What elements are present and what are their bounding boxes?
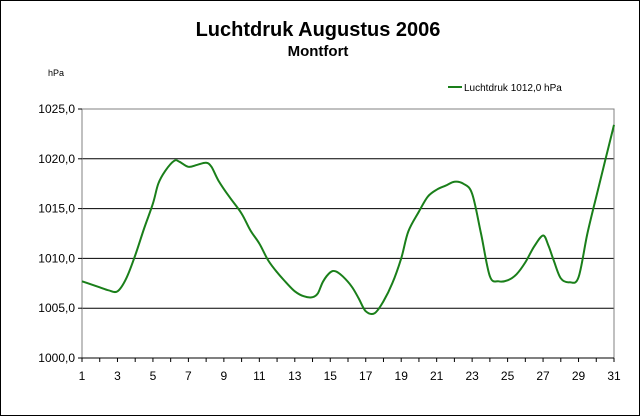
series-layer: [81, 124, 615, 315]
x-tick-label: 23: [465, 369, 479, 383]
x-tick-label: 5: [150, 369, 157, 383]
legend: Luchtdruk 1012,0 hPa: [448, 83, 562, 94]
legend-label: Luchtdruk 1012,0 hPa: [464, 83, 562, 94]
y-axis-unit-label: hPa: [48, 68, 64, 78]
x-tick-label: 21: [430, 369, 444, 383]
plot-area: [81, 108, 615, 359]
y-tick-label: 1025,0: [38, 102, 75, 116]
x-tick-label: 15: [324, 369, 338, 383]
x-tick-label: 9: [221, 369, 228, 383]
y-tick-label: 1000,0: [38, 351, 75, 365]
x-tick-label: 3: [114, 369, 121, 383]
y-tick-label: 1015,0: [38, 202, 75, 216]
x-tick-label: 17: [359, 369, 373, 383]
x-tick-label: 29: [572, 369, 586, 383]
x-tick-label: 27: [536, 369, 550, 383]
y-tick-label: 1010,0: [38, 251, 75, 265]
x-tick-label: 1: [79, 369, 86, 383]
y-tick-label: 1020,0: [38, 152, 75, 166]
x-tick-label: 31: [607, 369, 621, 383]
y-tick-label: 1005,0: [38, 301, 75, 315]
y-axis-ticks: 1000,0 1005,0 1010,0 1015,0 1020,0 1025,0: [38, 102, 82, 365]
x-axis-ticks: 1 3 5 7 9 11 13 15 17 19 21 23 25 27 29 31: [79, 357, 621, 383]
x-tick-label: 7: [185, 369, 192, 383]
x-tick-label: 11: [253, 369, 266, 383]
x-tick-label: 25: [501, 369, 515, 383]
chart-title: Luchtdruk Augustus 2006: [196, 19, 441, 41]
x-tick-label: 19: [395, 369, 409, 383]
chart-subtitle: Montfort: [288, 43, 349, 60]
x-tick-label: 13: [288, 369, 302, 383]
series-line: [81, 124, 615, 315]
gridlines: [82, 108, 614, 309]
